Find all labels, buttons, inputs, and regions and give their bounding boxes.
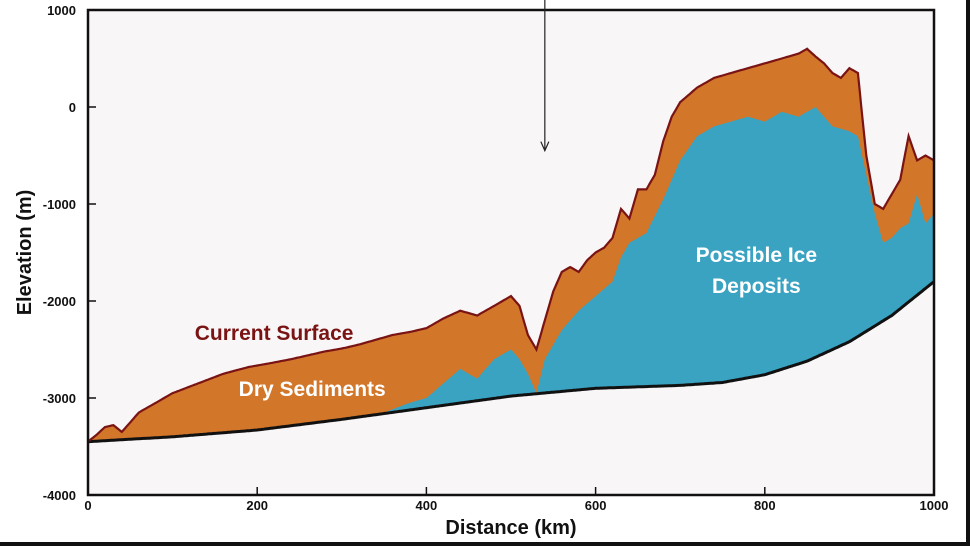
y-tick-label: -2000 — [43, 294, 76, 309]
ice-deposits-area — [88, 107, 934, 442]
x-axis-title: Distance (km) — [445, 517, 576, 539]
x-tick-label: 200 — [246, 498, 268, 513]
arrow — [540, 0, 550, 153]
y-tick-label: -3000 — [43, 391, 76, 406]
arrow-head — [540, 141, 550, 153]
plot-frame — [86, 8, 936, 497]
y-tick-label: -4000 — [43, 488, 76, 503]
x-tick-label: 1000 — [920, 498, 949, 513]
base-fill — [88, 281, 934, 495]
y-tick-label: 1000 — [47, 3, 76, 18]
annotation-label: Current Surface — [195, 322, 354, 345]
y-tick-label: 0 — [69, 100, 76, 115]
x-tick-label: 600 — [585, 498, 607, 513]
annotation-label: Possible Ice — [696, 244, 817, 267]
y-axis-title: Elevation (m) — [14, 190, 36, 316]
x-tick-label: 0 — [84, 498, 91, 513]
y-tick-label: -1000 — [43, 197, 76, 212]
x-tick-label: 400 — [416, 498, 438, 513]
annotations: Current Surface Dry Sediments Possible Ice… — [195, 244, 817, 401]
current-surface-line — [87, 47, 935, 443]
annotation-label: Dry Sediments — [239, 378, 386, 401]
axis-ticks: 0 200 400 600 800 1000 1000 0 -1000 -2000 -3000 -40… — [43, 3, 949, 513]
base-line — [88, 280, 935, 444]
annotation-label: Deposits — [712, 275, 801, 298]
x-tick-label: 800 — [754, 498, 776, 513]
